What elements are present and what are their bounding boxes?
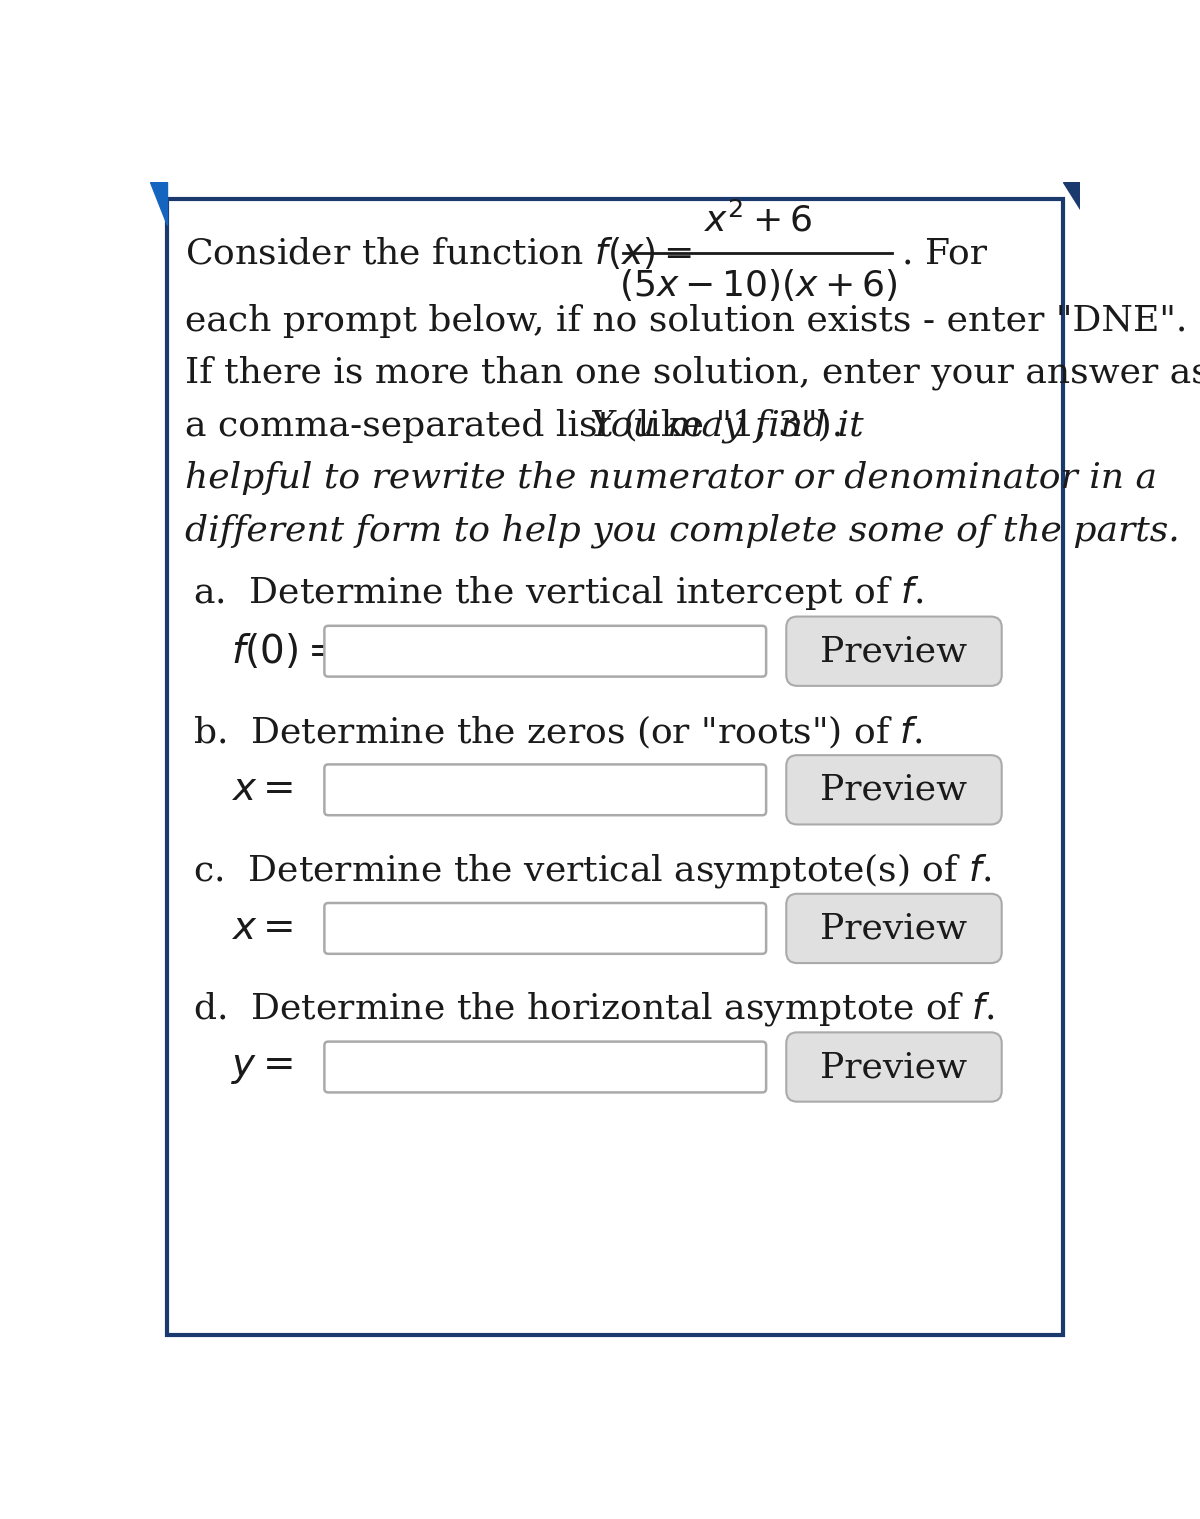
- Text: $x =$: $x =$: [232, 772, 294, 808]
- FancyBboxPatch shape: [324, 764, 766, 816]
- Text: . For: . For: [901, 235, 986, 270]
- Text: Preview: Preview: [821, 911, 967, 945]
- Text: a comma-separated list (like "1, 3").: a comma-separated list (like "1, 3").: [185, 409, 844, 442]
- Text: $(5x - 10)(x + 6)$: $(5x - 10)(x + 6)$: [619, 267, 898, 304]
- FancyBboxPatch shape: [786, 893, 1002, 963]
- Polygon shape: [150, 182, 167, 225]
- Text: $y =$: $y =$: [232, 1048, 294, 1086]
- Text: You may find it: You may find it: [590, 409, 864, 444]
- FancyBboxPatch shape: [324, 626, 766, 676]
- Text: helpful to rewrite the numerator or denominator in a: helpful to rewrite the numerator or deno…: [185, 460, 1157, 495]
- Text: Preview: Preview: [821, 1050, 967, 1085]
- Polygon shape: [1063, 182, 1080, 210]
- Text: c.  Determine the vertical asymptote(s) of $f$.: c. Determine the vertical asymptote(s) o…: [193, 851, 991, 890]
- FancyBboxPatch shape: [324, 902, 766, 954]
- Text: d.  Determine the horizontal asymptote of $f$.: d. Determine the horizontal asymptote of…: [193, 990, 995, 1028]
- Text: different form to help you complete some of the parts.: different form to help you complete some…: [185, 513, 1180, 547]
- Text: If there is more than one solution, enter your answer as: If there is more than one solution, ente…: [185, 355, 1200, 390]
- FancyBboxPatch shape: [786, 617, 1002, 687]
- FancyBboxPatch shape: [786, 755, 1002, 825]
- FancyBboxPatch shape: [167, 199, 1063, 1335]
- Text: Preview: Preview: [821, 635, 967, 668]
- Text: $f(0) =$: $f(0) =$: [232, 632, 338, 671]
- Text: Consider the function $f(x) =$: Consider the function $f(x) =$: [185, 235, 692, 270]
- FancyBboxPatch shape: [324, 1042, 766, 1092]
- Text: b.  Determine the zeros (or "roots") of $f$.: b. Determine the zeros (or "roots") of $…: [193, 714, 923, 750]
- Text: Preview: Preview: [821, 773, 967, 807]
- FancyBboxPatch shape: [786, 1033, 1002, 1101]
- Text: $x =$: $x =$: [232, 910, 294, 946]
- Text: each prompt below, if no solution exists - enter "DNE".: each prompt below, if no solution exists…: [185, 304, 1187, 337]
- Text: a.  Determine the vertical intercept of $f$.: a. Determine the vertical intercept of $…: [193, 574, 923, 612]
- Text: $x^2 + 6$: $x^2 + 6$: [704, 202, 812, 238]
